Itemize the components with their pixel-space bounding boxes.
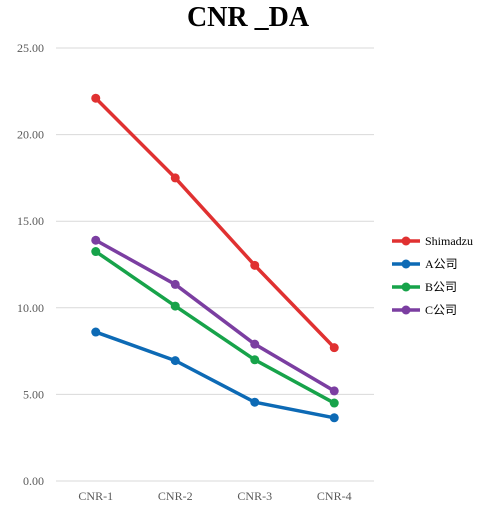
series-line — [94, 96, 336, 350]
series-line — [94, 249, 336, 405]
legend-swatch-marker — [401, 305, 411, 315]
x-axis-tick-labels: CNR-1 CNR-2 CNR-3 CNR-4 — [78, 489, 351, 503]
series-line — [94, 238, 336, 393]
data-point — [91, 247, 101, 257]
series-1 — [91, 327, 339, 423]
legend: Shimadzu A公司 B公司 C公司 — [392, 234, 473, 317]
y-tick-label: 10.00 — [17, 301, 44, 315]
data-point — [329, 398, 339, 408]
legend-swatch-marker — [401, 282, 411, 292]
legend-label: C公司 — [425, 303, 457, 317]
legend-swatch-marker — [401, 259, 411, 269]
legend-item: B公司 — [392, 280, 457, 294]
data-series — [91, 93, 339, 423]
data-point — [91, 93, 101, 103]
y-tick-label: 20.00 — [17, 128, 44, 142]
data-point — [329, 386, 339, 396]
y-tick-label: 5.00 — [23, 387, 44, 401]
series-3 — [91, 235, 339, 396]
data-point — [329, 413, 339, 423]
y-axis-tick-labels: 0.00 5.00 10.00 15.00 20.00 25.00 — [17, 41, 44, 488]
y-tick-label: 25.00 — [17, 41, 44, 55]
legend-label: Shimadzu — [425, 234, 473, 248]
x-tick-label: CNR-1 — [78, 489, 113, 503]
series-line — [94, 330, 336, 420]
legend-item: C公司 — [392, 303, 457, 317]
legend-label: B公司 — [425, 280, 457, 294]
y-tick-label: 15.00 — [17, 214, 44, 228]
series-2 — [91, 247, 339, 408]
legend-label: A公司 — [425, 257, 458, 271]
data-point — [329, 343, 339, 353]
legend-item: Shimadzu — [392, 234, 473, 248]
legend-item: A公司 — [392, 257, 458, 271]
data-point — [250, 397, 260, 407]
chart-title: CNR _DA — [187, 2, 310, 33]
data-point — [170, 173, 180, 183]
data-point — [250, 339, 260, 349]
gridlines — [56, 47, 374, 482]
legend-swatch-marker — [401, 236, 411, 246]
data-point — [170, 279, 180, 289]
data-point — [91, 235, 101, 245]
x-tick-label: CNR-4 — [317, 489, 352, 503]
data-point — [91, 327, 101, 337]
data-point — [170, 356, 180, 366]
x-tick-label: CNR-2 — [158, 489, 193, 503]
data-point — [250, 355, 260, 365]
x-tick-label: CNR-3 — [237, 489, 272, 503]
data-point — [170, 301, 180, 311]
y-tick-label: 0.00 — [23, 474, 44, 488]
data-point — [250, 260, 260, 270]
series-0 — [91, 93, 339, 353]
